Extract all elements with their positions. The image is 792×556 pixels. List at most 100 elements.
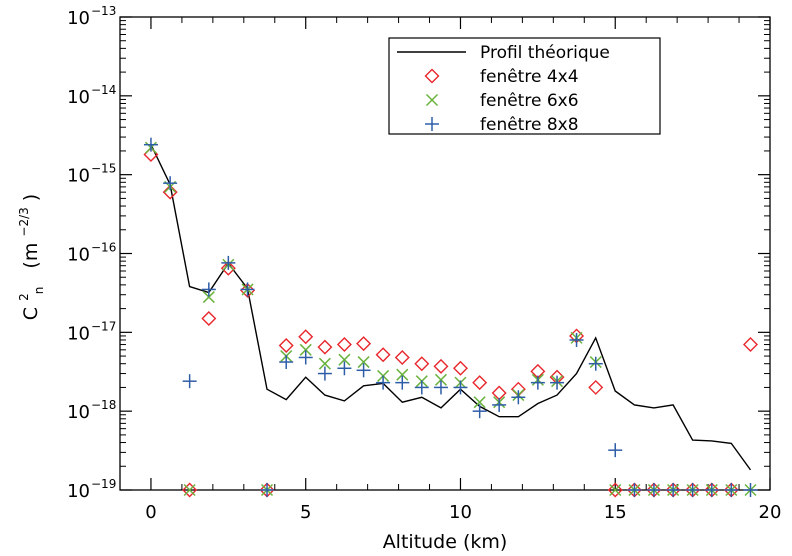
data-point-plus [666, 483, 681, 497]
data-point-plus [704, 483, 719, 497]
data-marks [143, 137, 758, 498]
data-point-diamond [414, 356, 430, 372]
legend-box [388, 37, 661, 135]
data-point-diamond [607, 482, 623, 498]
data-point-plus [646, 483, 661, 497]
y-tick-label: 10 [67, 8, 90, 29]
marker-stroke [202, 291, 215, 304]
y-axis-subscript: n [32, 287, 46, 295]
data-point-x [183, 483, 196, 497]
y-tick-label: 10 [67, 245, 90, 266]
series-line-0 [150, 144, 752, 471]
marker-stroke [609, 483, 622, 497]
y-axis-unit-prefix: (m [20, 243, 42, 269]
y-tick-exponent: −17 [91, 319, 116, 333]
y-tick-exponent: −13 [91, 4, 116, 18]
data-point-x [318, 357, 331, 370]
x-tick-label: 20 [759, 502, 782, 523]
marker-stroke [357, 356, 370, 369]
x-tick-label: 10 [449, 502, 472, 523]
data-point-plus [685, 483, 700, 497]
data-point-plus [492, 397, 507, 412]
data-point-diamond [743, 337, 758, 353]
legend-label: fenêtre 6x6 [480, 91, 579, 111]
data-point-plus [608, 443, 623, 458]
data-point-plus [298, 350, 313, 365]
x-tick-label: 15 [604, 502, 627, 523]
data-point-plus [743, 483, 758, 497]
y-axis-unit-suffix: ) [20, 194, 42, 201]
data-point-plus [453, 380, 468, 395]
data-point-diamond [278, 338, 294, 354]
data-point-plus [395, 375, 410, 390]
data-point-plus [724, 483, 739, 497]
data-point-plus [627, 483, 642, 497]
legend: Profil théorique fenêtre 4x4 fenêtre 6x6 fe… [388, 37, 661, 135]
data-point-x [202, 291, 215, 304]
marker-stroke [338, 353, 351, 366]
data-point-plus [511, 390, 526, 405]
data-point-diamond [336, 337, 352, 353]
data-point-diamond [220, 260, 236, 276]
marker-stroke [425, 93, 439, 107]
data-point-x [338, 353, 351, 366]
legend-marker-swatch [424, 68, 440, 84]
data-point-diamond [472, 375, 488, 391]
axis-ticks: 0 5 10 15 2010−1910−1810−1710−1610−1510−1410… [67, 4, 781, 523]
svg-text:C 2 n (m: C 2 n (m −2/3 ) [11, 194, 48, 320]
data-point-x [473, 396, 486, 409]
legend-marker-swatch [425, 117, 439, 131]
marker-stroke [183, 483, 196, 497]
data-point-x [434, 373, 448, 386]
data-point-x [609, 483, 622, 497]
data-point-diamond [452, 360, 468, 376]
legend-label: Profil théorique [480, 43, 610, 63]
marker-stroke [318, 357, 331, 370]
y-tick-label: 10 [67, 87, 90, 108]
data-point-plus [433, 380, 448, 395]
data-point-plus [530, 375, 545, 390]
data-point-plus [356, 363, 371, 378]
data-point-plus [279, 355, 294, 370]
y-tick-label: 10 [67, 402, 90, 423]
data-point-plus [260, 483, 275, 497]
data-point-plus [414, 380, 429, 395]
y-tick-label: 10 [67, 166, 90, 187]
marker-stroke [396, 368, 409, 381]
data-point-plus [182, 374, 197, 389]
data-point-diamond [433, 358, 449, 374]
y-tick-label: 10 [67, 481, 90, 502]
data-point-plus [143, 137, 158, 152]
data-point-plus [201, 282, 216, 297]
y-tick-exponent: −18 [91, 398, 116, 412]
y-tick-exponent: −19 [91, 477, 116, 491]
data-point-diamond [394, 349, 410, 365]
data-point-plus [221, 255, 236, 270]
x-tick-label: 5 [300, 502, 311, 523]
y-tick-label: 10 [67, 323, 90, 344]
data-point-diamond [182, 482, 198, 498]
data-point-diamond [240, 282, 256, 298]
legend-label: fenêtre 4x4 [480, 67, 579, 87]
x-axis-title: Altitude (km) [383, 531, 508, 553]
y-axis-title: C 2 n (m −2/3 ) [11, 194, 48, 320]
data-point-diamond [317, 339, 333, 355]
y-tick-exponent: −16 [91, 241, 116, 255]
data-point-plus [569, 332, 584, 347]
y-tick-exponent: −14 [91, 83, 116, 97]
data-point-diamond [162, 184, 178, 200]
data-point-plus [376, 375, 391, 390]
data-point-x [396, 368, 409, 381]
y-axis-base: C [20, 307, 42, 320]
y-axis-unit-exponent: −2/3 [17, 207, 31, 236]
data-point-diamond [375, 347, 391, 363]
marker-stroke [473, 396, 486, 409]
data-point-x [357, 356, 370, 369]
legend-marker-swatch [425, 93, 439, 107]
marker-stroke [299, 343, 312, 356]
data-point-x [299, 343, 312, 356]
data-point-plus [240, 282, 255, 297]
y-axis-superscript: 2 [17, 293, 31, 301]
data-point-plus [337, 361, 352, 376]
